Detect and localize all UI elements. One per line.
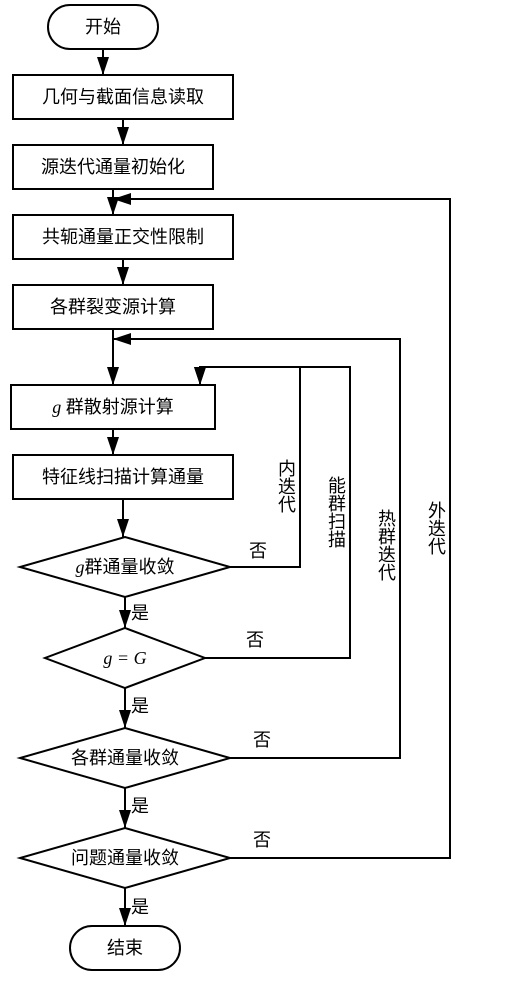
no-label: 否: [246, 630, 264, 650]
scatter: g 群散射源计算: [11, 385, 215, 429]
loop-label-group_scan: 能群扫描: [326, 476, 346, 548]
ortho: 共轭通量正交性限制: [13, 215, 233, 259]
dec_prob: 问题通量收敛: [20, 828, 230, 888]
no-label: 否: [253, 730, 271, 750]
loop-label-inner: 内迭代: [276, 459, 296, 513]
start-label: 开始: [85, 17, 121, 37]
read-label: 几何与截面信息读取: [42, 87, 204, 107]
dec_gconv-label: g群通量收敛: [76, 557, 175, 577]
dec_each-label: 各群通量收敛: [71, 748, 179, 768]
end: 结束: [70, 926, 180, 970]
dec_gG: g = G: [45, 628, 205, 688]
dec_prob-label: 问题通量收敛: [71, 848, 179, 868]
loop-label-thermal: 热群迭代: [376, 509, 396, 581]
end-label: 结束: [107, 938, 143, 958]
dec_each: 各群通量收敛: [20, 728, 230, 788]
fission: 各群裂变源计算: [13, 285, 213, 329]
fission-label: 各群裂变源计算: [50, 297, 176, 317]
no-label: 否: [249, 541, 267, 561]
yes-label: 是: [131, 603, 149, 623]
yes-label: 是: [131, 696, 149, 716]
charline-label: 特征线扫描计算通量: [42, 467, 204, 487]
dec_gG-label: g = G: [103, 648, 146, 668]
scatter-label: g 群散射源计算: [52, 397, 174, 417]
start: 开始: [48, 5, 158, 49]
init: 源迭代通量初始化: [13, 145, 213, 189]
yes-label: 是: [131, 796, 149, 816]
yes-label: 是: [131, 897, 149, 917]
dec_gconv: g群通量收敛: [20, 537, 230, 597]
loop-label-outer: 外迭代: [426, 501, 446, 555]
ortho-label: 共轭通量正交性限制: [42, 227, 204, 247]
charline: 特征线扫描计算通量: [13, 455, 233, 499]
init-label: 源迭代通量初始化: [41, 157, 185, 177]
no-label: 否: [253, 830, 271, 850]
read: 几何与截面信息读取: [13, 75, 233, 119]
